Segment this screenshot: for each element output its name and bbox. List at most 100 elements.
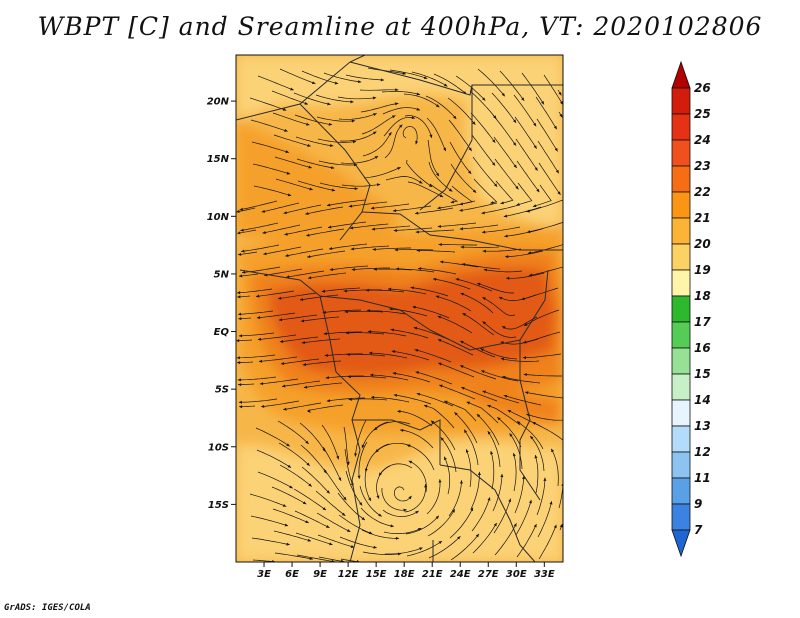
streamline <box>523 309 560 327</box>
streamline <box>253 185 292 197</box>
streamline-arrowhead <box>364 468 368 472</box>
streamline <box>328 243 368 250</box>
streamline <box>389 69 428 79</box>
streamline-arrowhead <box>346 461 350 466</box>
streamline <box>438 362 475 378</box>
streamline-arrowhead <box>400 428 404 432</box>
streamline <box>236 207 256 213</box>
streamline <box>443 456 451 495</box>
streamline-arrowhead <box>279 339 284 343</box>
streamline <box>321 287 361 292</box>
streamline <box>536 477 546 516</box>
streamline-arrowhead <box>408 495 412 500</box>
streamline-arrowhead <box>361 444 365 449</box>
streamline-arrowhead <box>308 165 312 169</box>
streamline-arrowhead <box>391 350 396 354</box>
streamline-arrowhead <box>323 469 327 474</box>
streamline-arrowhead <box>410 286 414 290</box>
streamline-arrowhead <box>438 362 442 366</box>
streamline <box>461 386 498 402</box>
streamline-arrowhead <box>395 536 400 540</box>
streamline-arrowhead <box>357 80 362 84</box>
streamline <box>300 444 327 474</box>
streamline-arrowhead <box>438 540 443 545</box>
streamline <box>271 486 307 505</box>
streamline <box>301 70 339 85</box>
streamline <box>480 370 519 382</box>
streamline <box>360 103 399 113</box>
streamline <box>241 244 280 252</box>
streamline-arrowhead <box>533 122 537 127</box>
streamline-arrowhead <box>308 483 312 487</box>
streamline-arrowhead <box>237 252 242 256</box>
streamline <box>487 430 501 468</box>
streamline <box>324 353 364 357</box>
streamline-arrowhead <box>477 471 481 476</box>
streamline <box>449 141 472 175</box>
streamline-arrowhead <box>437 339 442 342</box>
streamline <box>438 244 477 246</box>
streamline-arrowhead <box>329 267 334 272</box>
streamline-arrowhead <box>346 529 351 532</box>
colorbar-level-label: 9 <box>694 497 702 511</box>
streamline <box>277 292 317 300</box>
colorbar-level-label: 16 <box>694 341 711 355</box>
streamline-arrowhead <box>481 370 485 374</box>
streamline-arrowhead <box>468 170 472 174</box>
streamline-arrowhead <box>559 101 563 105</box>
streamline-arrowhead <box>440 437 444 441</box>
streamline-arrowhead <box>307 143 311 147</box>
streamline-arrowhead <box>466 401 471 405</box>
streamline-arrowhead <box>464 429 468 434</box>
streamline <box>294 114 333 126</box>
streamline-arrowhead <box>306 122 310 126</box>
streamline <box>392 205 432 212</box>
streamline-arrowhead <box>492 139 496 143</box>
streamline <box>272 112 310 126</box>
streamline-arrowhead <box>236 339 240 343</box>
streamline-arrowhead <box>371 227 376 231</box>
streamline-arrowhead <box>284 232 288 236</box>
streamline-arrowhead <box>402 71 406 75</box>
streamline-arrowhead <box>393 393 398 397</box>
streamline-arrowhead <box>437 315 442 319</box>
streamline <box>249 97 287 111</box>
streamline-arrowhead <box>533 523 537 528</box>
colorbar-swatch <box>671 217 691 245</box>
streamline <box>368 352 408 359</box>
streamline-arrowhead <box>307 409 311 413</box>
streamline-arrowhead <box>354 453 358 457</box>
streamline <box>258 356 298 362</box>
latitude-axis: 20N 15N 10N 5N EQ 5S 10S 15S <box>207 97 236 511</box>
streamline <box>373 268 413 271</box>
streamline <box>307 250 346 258</box>
streamline-arrowhead <box>237 378 241 382</box>
streamline-arrowhead <box>322 507 327 511</box>
streamline <box>477 68 506 97</box>
streamline <box>444 400 477 422</box>
streamline <box>297 180 336 192</box>
streamline <box>509 433 523 470</box>
streamline <box>532 184 552 207</box>
streamline-arrowhead <box>491 162 496 166</box>
streamline-arrowhead <box>290 87 294 91</box>
streamline-arrowhead <box>481 230 486 234</box>
streamline <box>522 353 562 359</box>
streamline <box>389 308 428 317</box>
streamline-arrowhead <box>559 524 563 528</box>
streamline-arrowhead <box>240 228 244 232</box>
lat-tick-label: 5S <box>215 385 229 396</box>
streamline-arrowhead <box>324 353 328 357</box>
streamline-arrowhead <box>461 262 466 266</box>
lon-tick-label: 3E <box>257 569 271 580</box>
streamline <box>316 116 356 122</box>
colorbar-level-label: 15 <box>694 367 711 381</box>
streamline-arrowhead <box>413 326 418 330</box>
streamline-arrowhead <box>347 375 351 379</box>
streamline <box>391 350 430 361</box>
streamline-arrowhead <box>459 480 463 484</box>
country-border <box>319 295 431 331</box>
streamline-arrowhead <box>480 348 484 352</box>
streamline-arrowhead <box>437 224 442 228</box>
streamline-arrowhead <box>450 200 455 204</box>
